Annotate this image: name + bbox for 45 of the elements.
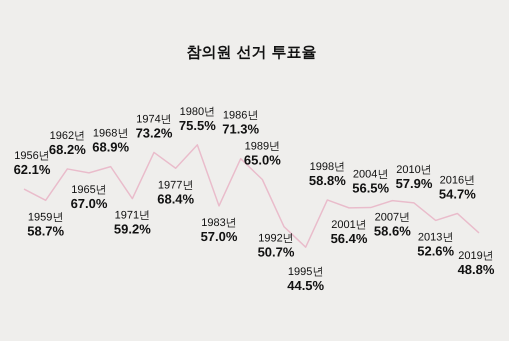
x-tick-label: 1974년 bbox=[136, 113, 172, 126]
x-tick-label: 1989년 bbox=[244, 140, 280, 152]
data-label: 57.9% bbox=[396, 176, 433, 191]
data-label: 56.5% bbox=[352, 180, 390, 196]
x-tick-label: 1992년 bbox=[258, 232, 294, 245]
data-label: 68.4% bbox=[157, 191, 195, 206]
data-label: 58.7% bbox=[27, 223, 65, 238]
data-label: 52.6% bbox=[417, 243, 455, 258]
data-label: 58.8% bbox=[308, 172, 346, 188]
data-label: 67.0% bbox=[70, 196, 108, 211]
x-tick-label: 2019년 bbox=[458, 250, 494, 262]
x-tick-label: 2013년 bbox=[418, 231, 454, 244]
x-tick-label: 2010년 bbox=[396, 164, 432, 176]
x-tick-label: 1965년 bbox=[71, 184, 107, 196]
x-tick-label: 2001년 bbox=[331, 218, 367, 231]
data-label: 68.9% bbox=[92, 140, 130, 155]
data-label: 73.2% bbox=[136, 125, 173, 140]
x-tick-label: 2004년 bbox=[352, 168, 388, 181]
data-label: 50.7% bbox=[258, 244, 295, 260]
data-label: 44.5% bbox=[287, 278, 325, 294]
data-label: 71.3% bbox=[222, 122, 260, 137]
x-tick-label: 1977년 bbox=[158, 179, 194, 192]
data-label: 75.5% bbox=[178, 118, 216, 133]
x-tick-label: 2007년 bbox=[374, 212, 410, 224]
x-tick-label: 1998년 bbox=[310, 160, 346, 173]
x-tick-label: 1956년 bbox=[14, 150, 50, 162]
x-tick-label: 1968년 bbox=[92, 128, 128, 140]
x-tick-label: 1962년 bbox=[50, 130, 86, 142]
chart-title: 참의원 선거 투표율 bbox=[186, 42, 317, 61]
data-label: 48.8% bbox=[458, 262, 495, 277]
data-label: 57.0% bbox=[200, 228, 238, 244]
data-label: 68.2% bbox=[48, 142, 86, 157]
x-tick-label: 1986년 bbox=[222, 110, 258, 122]
x-tick-label: 2016년 bbox=[440, 174, 476, 186]
data-label: 54.7% bbox=[438, 186, 476, 202]
data-label: 56.4% bbox=[330, 230, 368, 246]
x-tick-label: 1959년 bbox=[28, 211, 64, 224]
x-tick-label: 1971년 bbox=[114, 210, 150, 222]
x-tick-label: 1983년 bbox=[201, 216, 237, 229]
x-tick-label: 1995년 bbox=[288, 266, 324, 278]
data-label: 58.6% bbox=[374, 224, 412, 239]
data-label: 62.1% bbox=[14, 162, 51, 178]
data-label: 65.0% bbox=[244, 152, 282, 168]
data-label: 59.2% bbox=[114, 222, 152, 237]
x-tick-label: 1980년 bbox=[180, 106, 216, 118]
